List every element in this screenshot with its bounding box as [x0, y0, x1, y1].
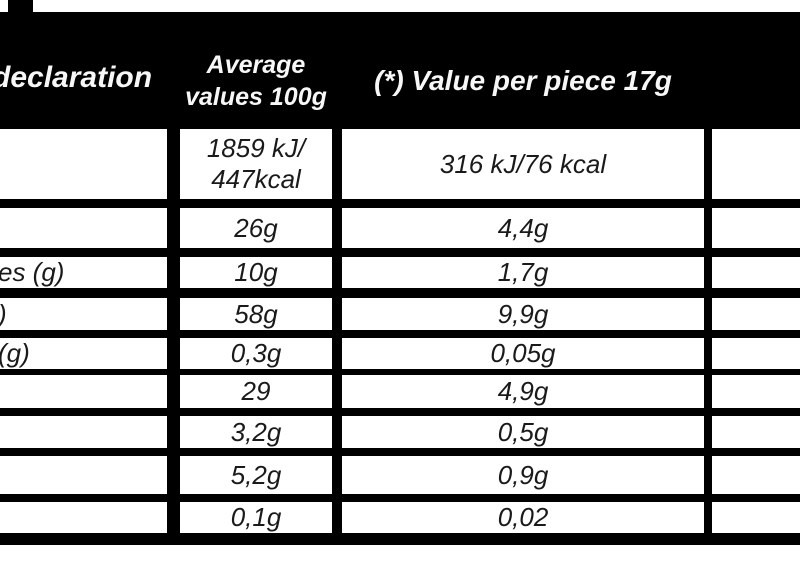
energy-avg-line2: 447kcal	[211, 164, 301, 194]
table-row: 26g 4,4g	[0, 208, 800, 257]
empty-cell	[712, 338, 800, 369]
empty-cell	[712, 298, 800, 330]
top-left-black-mark	[8, 0, 33, 14]
avg-value-cell: 0,1g	[230, 502, 282, 532]
avg-value-cell: 58g	[234, 298, 278, 329]
avg-value-cell: 29	[241, 376, 271, 406]
piece-value-cell: 1,7g	[497, 257, 549, 287]
header-declaration-label: declaration	[0, 61, 153, 94]
table-row-energy: 1859 kJ/ 447kcal 316 kJ/76 kcal	[0, 129, 800, 208]
piece-value-cell: 0,9g	[497, 459, 549, 490]
header-value-per-piece-label: (*) Value per piece 17g	[374, 65, 672, 96]
header-average-line2: values 100g	[185, 83, 327, 111]
column-divider-1	[167, 129, 180, 545]
avg-value-cell: 26g	[234, 212, 278, 243]
energy-avg-line1: 1859 kJ/	[206, 133, 306, 163]
table-body: 1859 kJ/ 447kcal 316 kJ/76 kcal 26g 4,4g…	[0, 129, 800, 545]
energy-avg-cell: 1859 kJ/ 447kcal	[180, 129, 332, 199]
avg-value-cell: 3,2g	[230, 416, 282, 447]
empty-cell	[712, 456, 800, 494]
table-row: 5,2g 0,9g	[0, 456, 800, 502]
header-average-line1: Average	[206, 51, 306, 79]
empty-cell	[712, 208, 800, 248]
table-row: 0,1g 0,02	[0, 502, 800, 545]
table-row: (g) 0,3g 0,05g	[0, 338, 800, 375]
column-divider-3	[704, 129, 712, 545]
energy-piece-cell: 316 kJ/76 kcal	[439, 148, 607, 179]
piece-value-cell: 0,5g	[497, 416, 549, 447]
row-label: )	[0, 298, 7, 330]
avg-value-cell: 0,3g	[230, 338, 282, 368]
piece-value-cell: 0,05g	[490, 338, 556, 368]
row-label: es (g)	[0, 257, 65, 287]
piece-value-cell: 4,9g	[497, 376, 549, 406]
table-row: 3,2g 0,5g	[0, 416, 800, 456]
avg-value-cell: 10g	[234, 257, 278, 287]
header-average-values-label: Average values 100g	[180, 49, 332, 113]
row-label: (g)	[0, 338, 30, 368]
piece-value-cell: 0,02	[497, 502, 549, 532]
table-row: ) 58g 9,9g	[0, 298, 800, 338]
table-row: es (g) 10g 1,7g	[0, 257, 800, 298]
column-divider-2	[332, 129, 342, 545]
empty-cell	[712, 375, 800, 408]
empty-cell	[712, 416, 800, 448]
table-header-row: declaration Average values 100g (*) Valu…	[0, 12, 800, 129]
piece-value-cell: 4,4g	[497, 212, 549, 243]
empty-cell	[712, 502, 800, 533]
empty-cell	[712, 129, 800, 199]
piece-value-cell: 9,9g	[497, 298, 549, 329]
avg-value-cell: 5,2g	[230, 459, 282, 490]
table-row: 29 4,9g	[0, 375, 800, 416]
empty-cell	[712, 257, 800, 288]
